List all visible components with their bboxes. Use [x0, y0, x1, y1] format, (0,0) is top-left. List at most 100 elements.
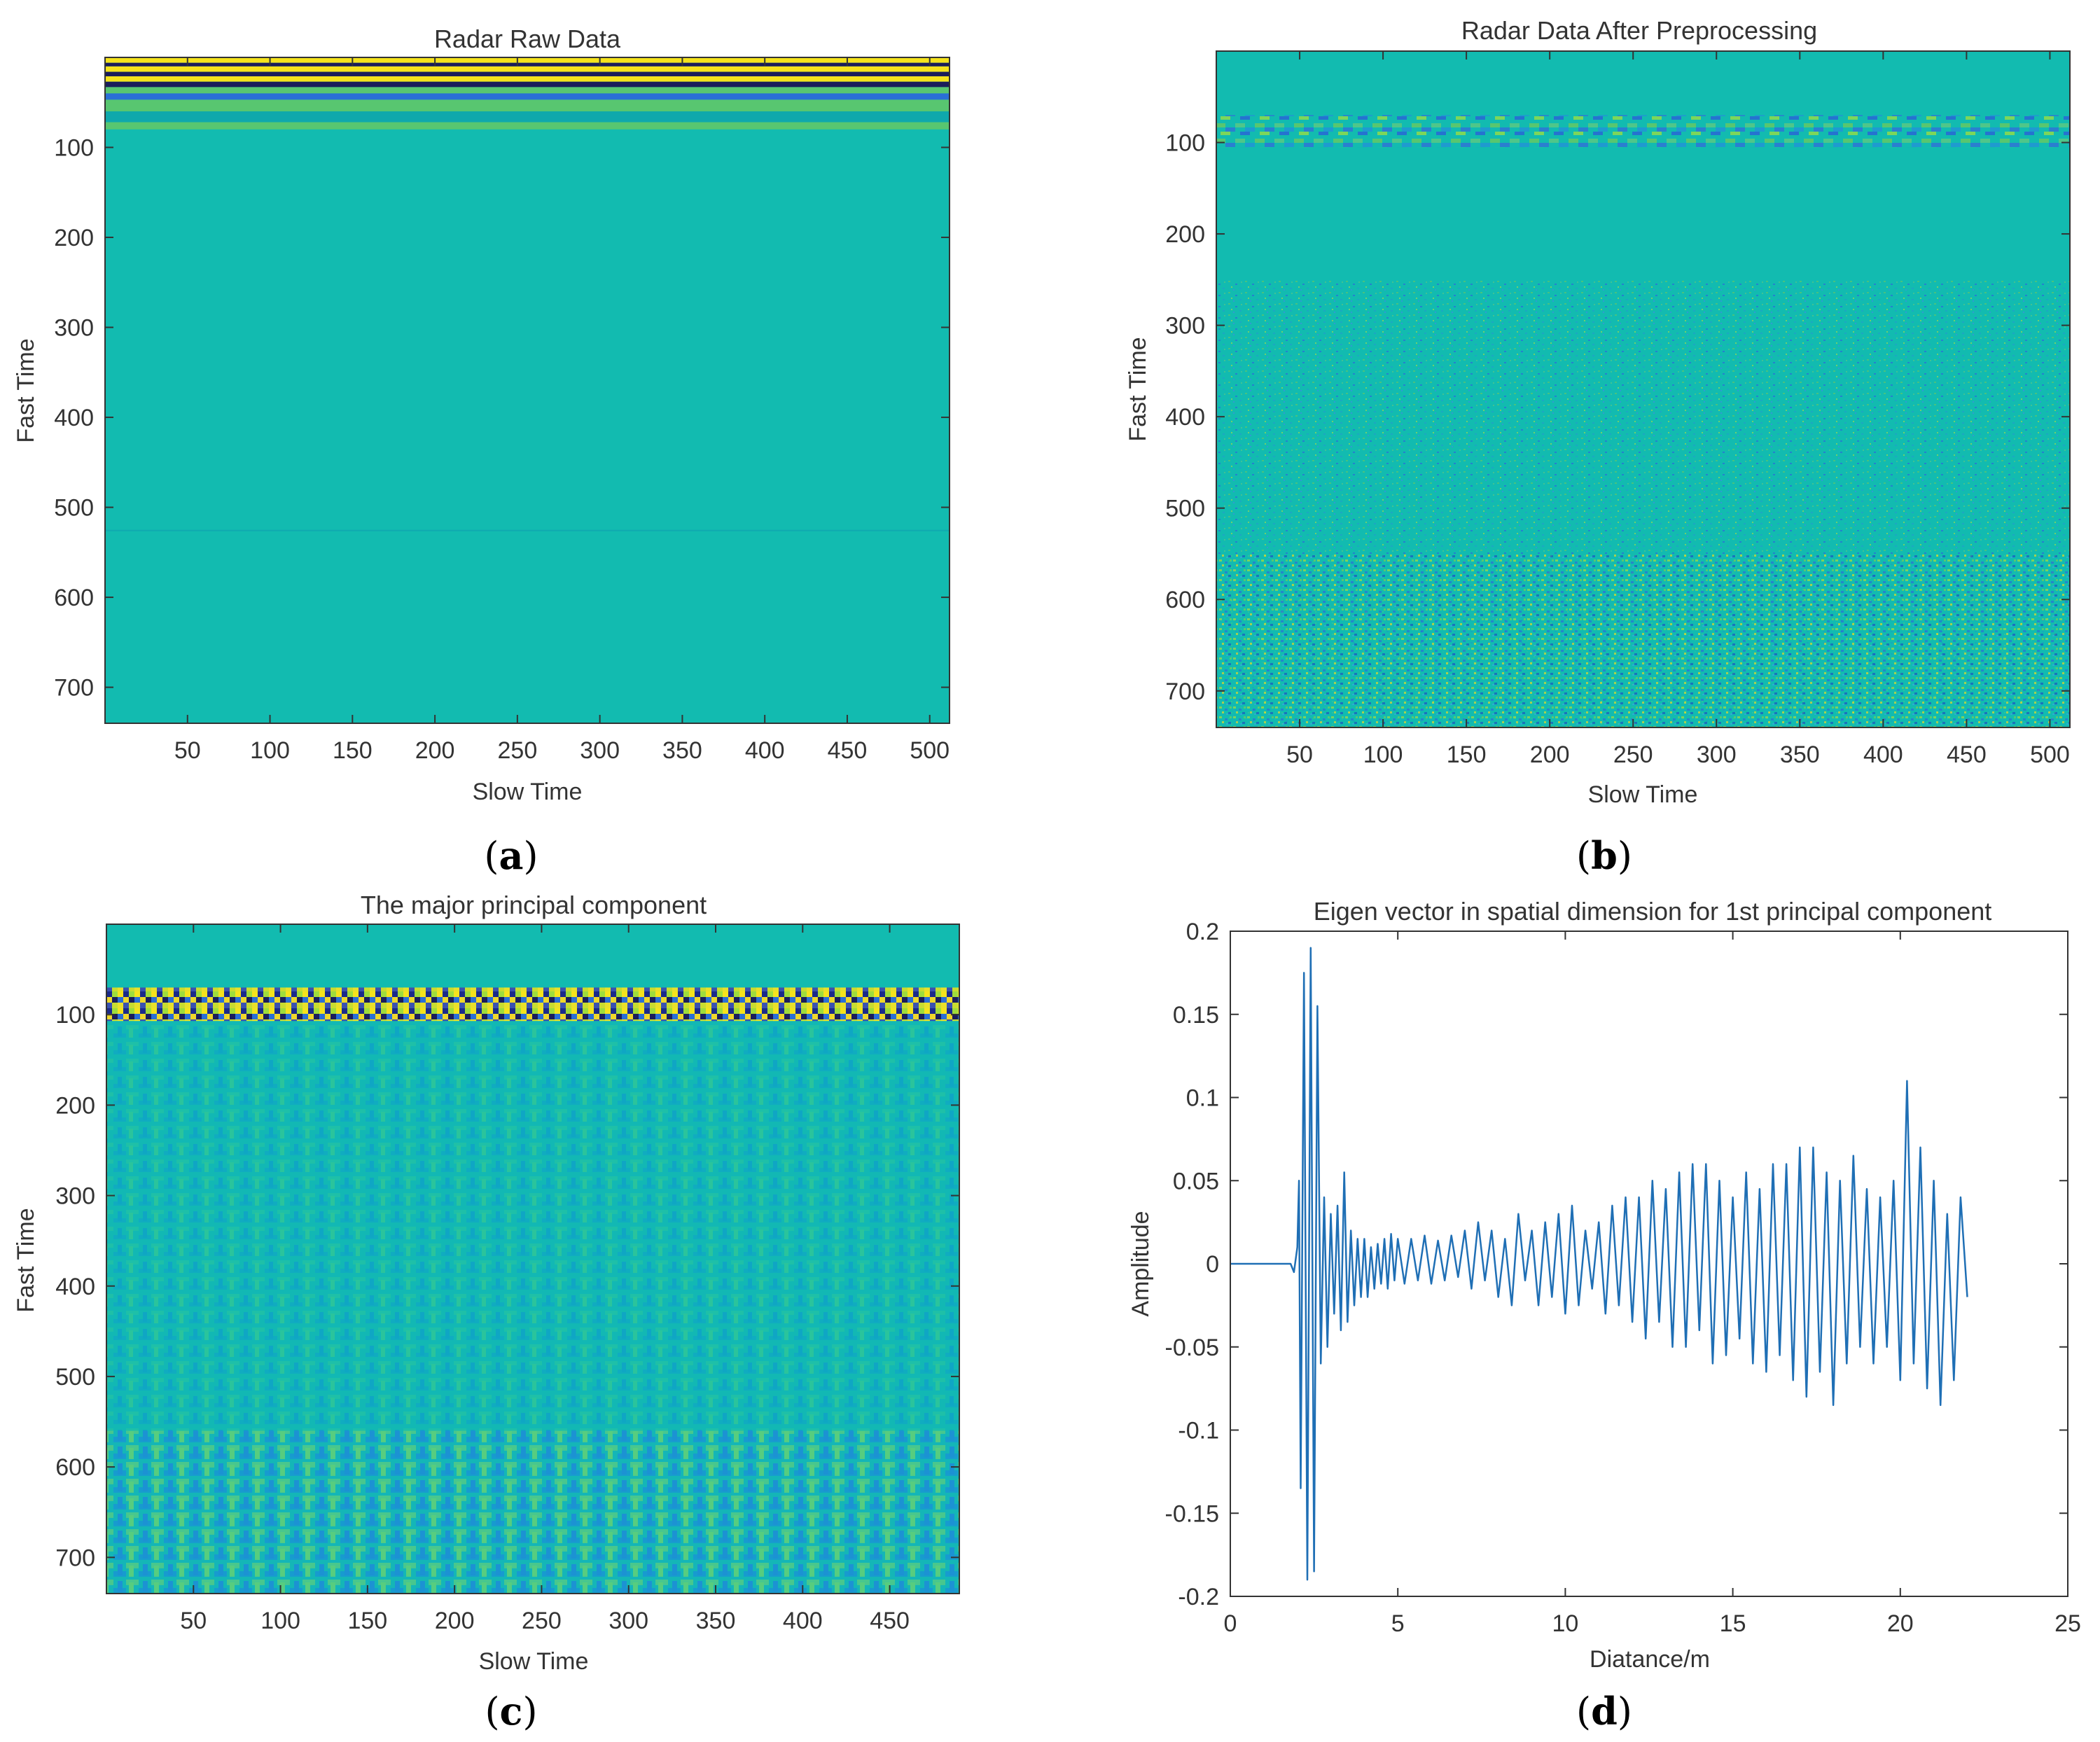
- caption-a-letter: a: [499, 833, 524, 878]
- heatmap-band: [105, 87, 950, 94]
- panel-d-title: Eigen vector in spatial dimension for 1s…: [1314, 897, 1992, 926]
- x-tick-label: 250: [1613, 741, 1653, 768]
- panel-b: Radar Data After Preprocessing 50 100 150 2…: [1125, 16, 2071, 808]
- y-tick-label: 500: [1165, 496, 1205, 522]
- panel-d-ylabel: Amplitude: [1127, 1211, 1154, 1316]
- x-tick-label: 300: [580, 737, 620, 764]
- panel-c-ylabel: Fast Time: [13, 1208, 39, 1312]
- y-tick-label: 600: [1165, 587, 1205, 613]
- panel-c-xticks: 50 100 150 200 250 300 350 400 450: [180, 924, 910, 1634]
- x-tick-label: 350: [1780, 741, 1820, 768]
- y-tick-label: 400: [1165, 404, 1205, 431]
- x-tick-label: 350: [662, 737, 702, 764]
- y-tick-label: 0.05: [1173, 1168, 1219, 1194]
- x-tick-label: 15: [1720, 1610, 1746, 1637]
- x-tick-label: 250: [522, 1608, 562, 1634]
- x-tick-label: 500: [910, 737, 950, 764]
- panel-d-xlabel: Diatance/m: [1590, 1646, 1710, 1673]
- panel-c-xlabel: Slow Time: [479, 1648, 589, 1675]
- y-tick-label: -0.2: [1178, 1584, 1219, 1610]
- caption-c-letter: c: [499, 1689, 523, 1734]
- x-tick-label: 450: [828, 737, 868, 764]
- panel-a-xticks: 50 100 150 200 250 300 350 400 450 500: [174, 57, 950, 764]
- panel-a-heatmap: [105, 57, 950, 723]
- heatmap-noise-strong: [1216, 553, 2070, 727]
- x-tick-label: 150: [347, 1608, 387, 1634]
- caption-d-letter: d: [1591, 1689, 1618, 1734]
- eigen-vector-line: [1230, 947, 1968, 1581]
- x-tick-label: 450: [870, 1608, 910, 1634]
- x-tick-label: 100: [260, 1608, 300, 1634]
- heatmap-stripe: [105, 529, 950, 531]
- panel-c-title: The major principal component: [361, 891, 707, 919]
- panel-d: Eigen vector in spatial dimension for 1s…: [1127, 897, 2081, 1673]
- heatmap-band: [105, 93, 950, 100]
- caption-d: (d): [1576, 1689, 1632, 1734]
- y-tick-label: 0.15: [1173, 1002, 1219, 1029]
- panel-c-frame: [106, 924, 960, 1594]
- panel-d-frame: [1230, 931, 2068, 1597]
- panel-a-frame: [104, 57, 950, 724]
- y-tick-label: -0.1: [1178, 1418, 1219, 1444]
- panel-c: The major principal component 50 100 150 20…: [13, 891, 960, 1675]
- y-tick-label: 0: [1206, 1251, 1219, 1278]
- x-tick-label: 150: [1447, 741, 1487, 768]
- y-tick-label: 600: [54, 585, 94, 611]
- heatmap-band: [105, 122, 950, 130]
- x-tick-label: 350: [696, 1608, 736, 1634]
- panel-b-xticks: 50 100 150 200 250 300 350 400 450 500: [1286, 51, 2070, 768]
- x-tick-label: 400: [783, 1608, 823, 1634]
- panel-d-xticks: 0 5 10 15 20 25: [1224, 931, 2081, 1637]
- caption-b: (b): [1576, 833, 1632, 878]
- y-tick-label: 0.2: [1186, 919, 1219, 945]
- x-tick-label: 5: [1391, 1610, 1405, 1637]
- heatmap-band: [105, 81, 950, 88]
- y-tick-label: 0.1: [1186, 1085, 1219, 1112]
- heatmap-band: [105, 99, 950, 112]
- y-tick-label: 300: [54, 315, 94, 342]
- panel-b-yticks: 100 200 300 400 500 600 700: [1165, 130, 2070, 705]
- y-tick-label: 200: [54, 225, 94, 251]
- heatmap-band: [1216, 115, 2070, 148]
- panel-d-series: [1230, 947, 1968, 1581]
- heatmap-band: [105, 57, 950, 63]
- panel-a-ylabel: Fast Time: [13, 338, 39, 443]
- y-tick-label: 700: [1165, 678, 1205, 705]
- y-tick-label: 300: [55, 1183, 95, 1210]
- x-tick-label: 10: [1552, 1610, 1578, 1637]
- y-tick-label: -0.15: [1165, 1500, 1220, 1527]
- panel-d-yticks: -0.2 -0.15 -0.1 -0.05 0 0.05 0.1 0.15 0.2: [1165, 919, 2068, 1610]
- panel-b-title: Radar Data After Preprocessing: [1461, 16, 1817, 45]
- y-tick-label: 200: [1165, 221, 1205, 248]
- x-tick-label: 20: [1887, 1610, 1914, 1637]
- x-tick-label: 25: [2054, 1610, 2081, 1637]
- x-tick-label: 100: [250, 737, 290, 764]
- x-tick-label: 200: [435, 1608, 475, 1634]
- panel-a-xlabel: Slow Time: [473, 779, 583, 805]
- heatmap-band: [105, 66, 950, 72]
- panel-a-title: Radar Raw Data: [434, 25, 621, 53]
- heatmap-band: [105, 76, 950, 82]
- x-tick-label: 400: [745, 737, 785, 764]
- x-tick-label: 500: [2030, 741, 2070, 768]
- caption-c: (c): [485, 1689, 538, 1734]
- x-tick-label: 150: [333, 737, 373, 764]
- x-tick-label: 50: [180, 1608, 207, 1634]
- y-tick-label: 600: [55, 1454, 95, 1481]
- heatmap-band: [105, 62, 950, 67]
- heatmap-grid-strong: [106, 1430, 959, 1594]
- x-tick-label: 300: [1697, 741, 1737, 768]
- y-tick-label: 400: [55, 1274, 95, 1300]
- x-tick-label: 50: [1286, 741, 1313, 768]
- heatmap-background: [105, 57, 950, 723]
- y-tick-label: 100: [55, 1002, 95, 1029]
- heatmap-band: [106, 987, 959, 1022]
- y-tick-label: 500: [55, 1364, 95, 1391]
- caption-b-letter: b: [1591, 833, 1618, 878]
- x-tick-label: 200: [1530, 741, 1570, 768]
- y-tick-label: 500: [54, 495, 94, 522]
- panel-b-xlabel: Slow Time: [1588, 781, 1698, 808]
- panel-a-yticks: 100 200 300 400 500 600 700: [54, 135, 950, 702]
- x-tick-label: 300: [609, 1608, 648, 1634]
